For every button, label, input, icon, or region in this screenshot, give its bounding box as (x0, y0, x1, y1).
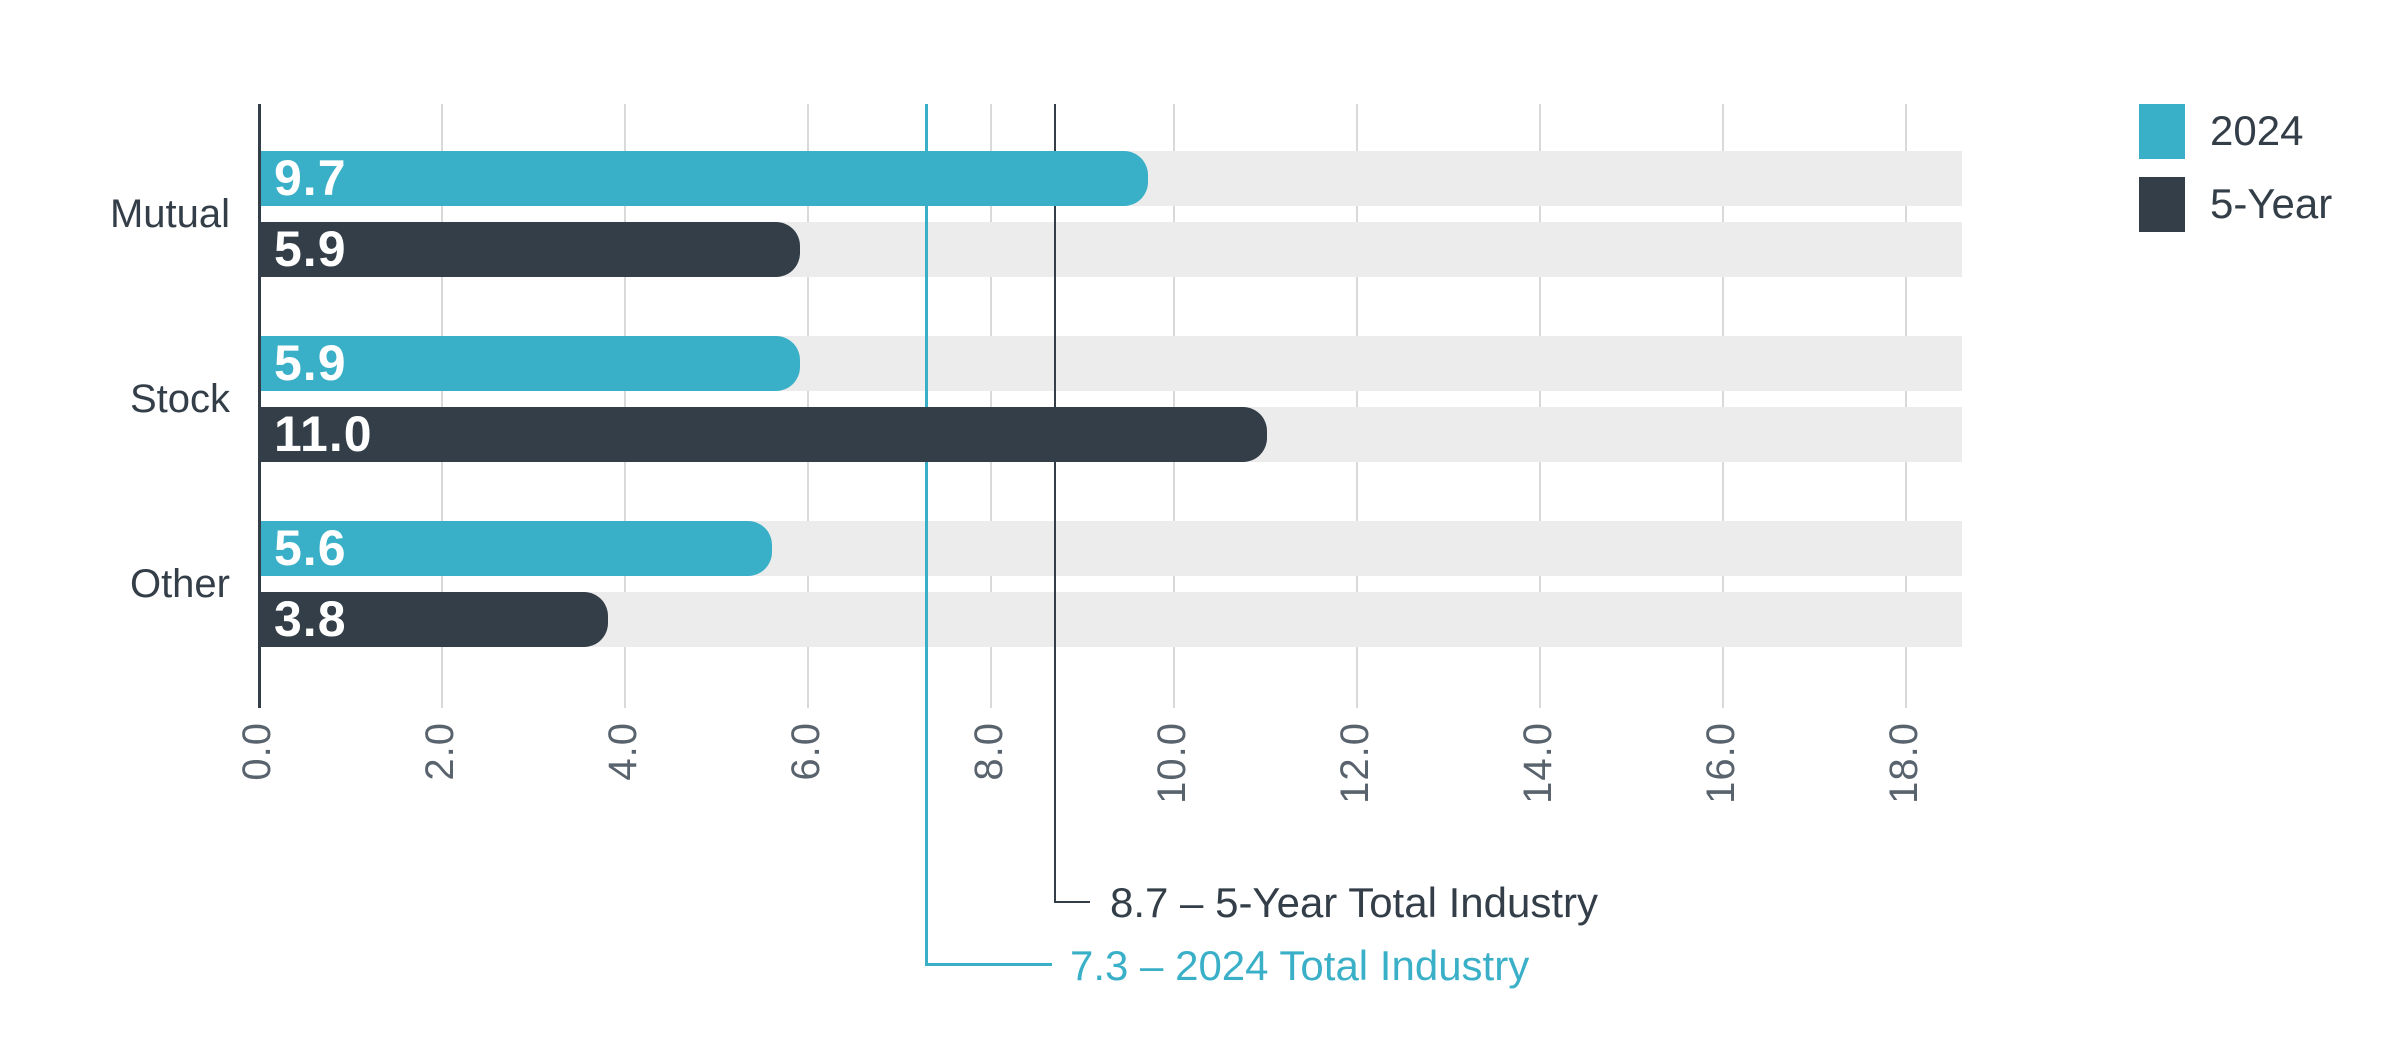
bar-5-year-stock (260, 407, 1267, 462)
x-tick-label: 10.0 (1150, 722, 1194, 804)
x-tick-label: 18.0 (1882, 722, 1926, 804)
x-tick-label: 6.0 (784, 722, 828, 781)
gridline (807, 104, 809, 708)
bar-5-year-other (260, 592, 608, 647)
gridline (624, 104, 626, 708)
bar-value-label: 5.6 (274, 520, 347, 576)
reference-line-2024 (925, 104, 929, 966)
x-tick-label: 4.0 (601, 722, 645, 781)
bar-value-label: 5.9 (274, 335, 347, 391)
gridline (1905, 104, 1907, 708)
gridline (990, 104, 992, 708)
gridline (1539, 104, 1541, 708)
reference-annotation-5-year-total-industry: 8.7 – 5-Year Total Industry (1110, 879, 1598, 926)
reference-line-5-year (1053, 104, 1057, 903)
bar-5-year-mutual (260, 222, 800, 277)
x-tick-label: 12.0 (1333, 722, 1377, 804)
bar-2024-other (260, 521, 773, 576)
reference-line-elbow-5-year (1055, 900, 1090, 903)
bar-value-label: 9.7 (274, 150, 347, 206)
gridline (441, 104, 443, 708)
legend-label-2024: 2024 (2210, 107, 2304, 154)
x-tick-label: 16.0 (1699, 722, 1743, 804)
x-tick-label: 0.0 (235, 722, 279, 781)
bar-value-label: 3.8 (274, 591, 347, 647)
legend-swatch-2024 (2139, 104, 2185, 159)
bar-2024-stock (260, 336, 800, 391)
bar-2024-mutual (260, 151, 1148, 206)
gridline (1173, 104, 1175, 708)
category-label-mutual: Mutual (109, 192, 230, 236)
gridline (1356, 104, 1358, 708)
gridline (1722, 104, 1724, 708)
category-label-other: Other (129, 562, 230, 606)
reference-annotation-2024-total-industry: 7.3 – 2024 Total Industry (1070, 942, 1530, 989)
category-label-stock: Stock (129, 377, 230, 421)
y-axis-line (257, 104, 261, 708)
x-tick-label: 14.0 (1516, 722, 1560, 804)
x-tick-label: 2.0 (418, 722, 462, 781)
reference-line-elbow-2024 (926, 963, 1052, 966)
x-tick-label: 8.0 (967, 722, 1011, 781)
bar-value-label: 11.0 (274, 406, 373, 462)
legend-swatch-5-year (2139, 177, 2185, 232)
bar-value-label: 5.9 (274, 221, 347, 277)
legend-label-5-year: 5-Year (2210, 180, 2333, 227)
